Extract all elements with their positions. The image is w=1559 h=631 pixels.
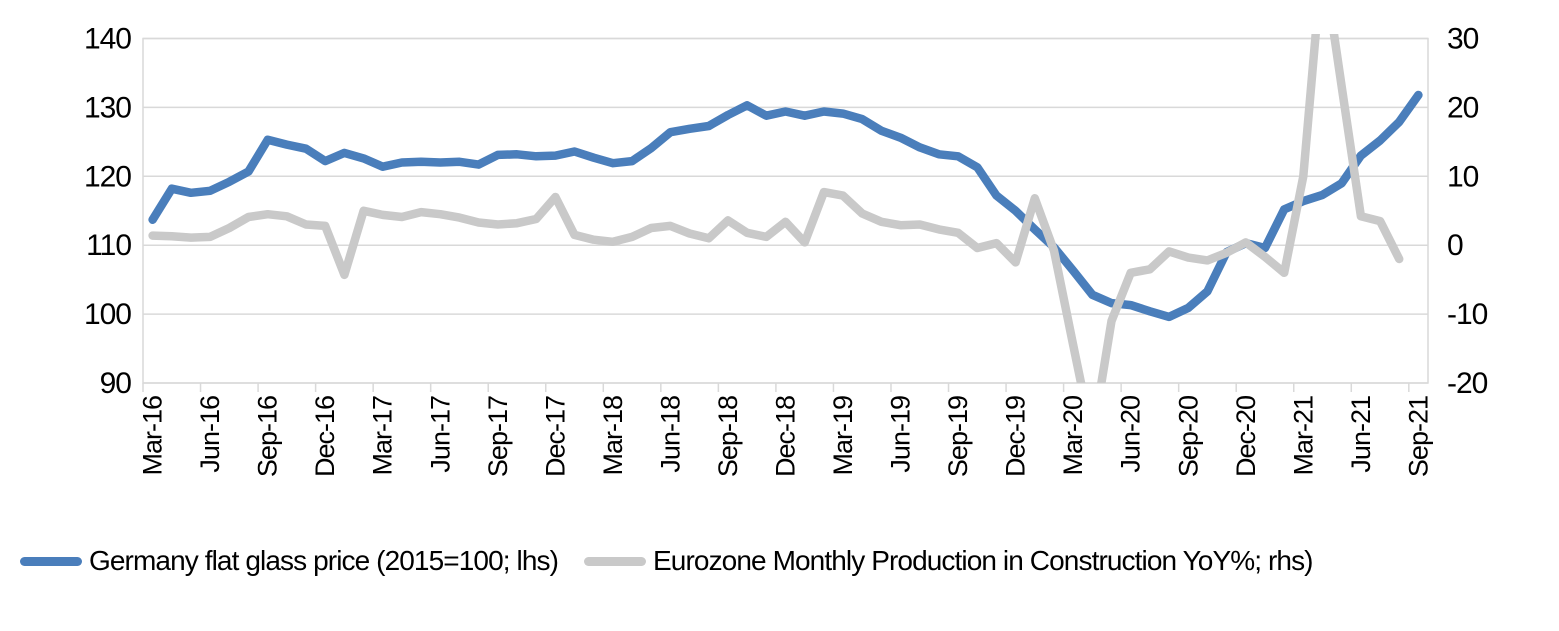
x-axis-tick-label: Sep-17 (483, 396, 513, 477)
x-axis-tick-label: Mar-19 (828, 396, 858, 476)
x-axis-tick-label: Jun-20 (1116, 396, 1146, 473)
legend-label: Eurozone Monthly Production in Construct… (653, 545, 1313, 576)
x-axis-tick-label: Mar-18 (598, 396, 628, 476)
x-axis-tick-label: Jun-19 (886, 396, 916, 473)
right-axis-tick-label: 30 (1447, 23, 1479, 56)
legend-line-swatch (584, 556, 647, 566)
x-axis-tick-label: Jun-17 (425, 396, 455, 473)
x-axis-tick-label: Mar-16 (138, 396, 168, 476)
x-axis-tick-label: Jun-18 (655, 396, 685, 473)
series-line-flat-glass-price (148, 90, 1423, 322)
left-axis-tick-label: 110 (86, 229, 131, 262)
x-axis-tick-label: Mar-20 (1058, 396, 1088, 476)
right-axis-tick-label: -10 (1447, 298, 1488, 331)
left-axis-tick-label: 130 (84, 91, 131, 124)
x-axis-tick-label: Sep-21 (1403, 396, 1433, 477)
right-axis-tick-label: 0 (1447, 229, 1463, 262)
left-axis-tick-label: 120 (84, 160, 131, 193)
x-axis-tick-label: Sep-18 (713, 396, 743, 477)
x-axis-tick-label: Sep-20 (1173, 396, 1203, 477)
x-axis-tick-label: Dec-17 (540, 396, 570, 477)
x-axis-tick-label: Dec-16 (310, 396, 340, 477)
x-axis-tick-label: Jun-21 (1346, 396, 1376, 473)
x-axis-tick-label: Dec-18 (771, 396, 801, 477)
legend-item: Eurozone Monthly Production in Construct… (584, 547, 1313, 575)
chart-legend: Germany flat glass price (2015=100; lhs)… (20, 544, 1550, 578)
x-axis-tick-label: Sep-19 (943, 396, 973, 477)
right-axis-tick-label: -20 (1447, 367, 1488, 400)
x-axis-tick-label: Jun-16 (195, 396, 225, 473)
x-axis-tick-label: Mar-21 (1288, 396, 1318, 476)
legend-item: Germany flat glass price (2015=100; lhs) (20, 545, 559, 576)
series-line-construction-production (148, 34, 1404, 383)
right-axis-tick-label: 10 (1447, 160, 1479, 193)
right-axis-tick-label: 20 (1447, 91, 1479, 124)
x-axis-tick-label: Sep-16 (253, 396, 283, 477)
left-axis-tick-label: 90 (100, 367, 132, 400)
legend-label: Germany flat glass price (2015=100; lhs) (89, 545, 559, 576)
left-axis-tick-label: 140 (84, 23, 131, 56)
x-axis-tick-label: Mar-17 (368, 396, 398, 476)
legend-line-swatch (20, 556, 82, 566)
plot-border (142, 37, 1429, 384)
x-axis-tick-label: Dec-19 (1001, 396, 1031, 477)
left-axis-tick-label: 100 (84, 298, 131, 331)
x-axis-tick-label: Dec-20 (1231, 396, 1261, 477)
